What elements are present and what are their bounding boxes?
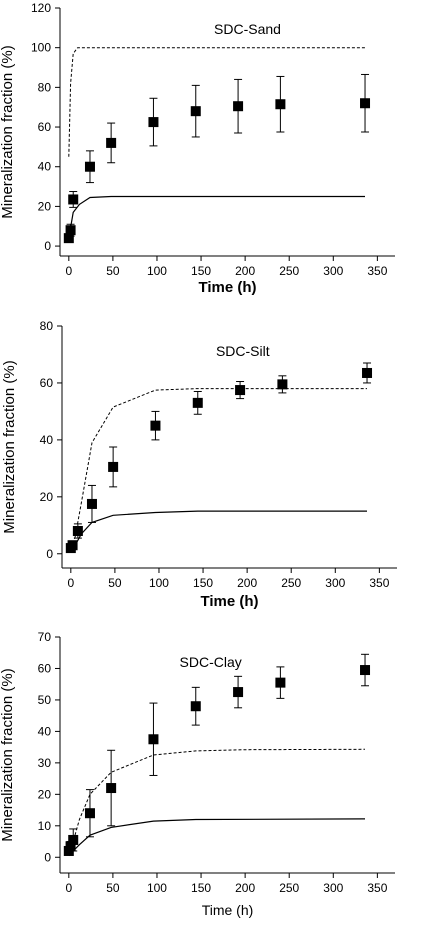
x-tick-label: 250 xyxy=(279,881,299,895)
x-tick-label: 350 xyxy=(367,264,387,278)
y-tick-label: 40 xyxy=(38,160,52,174)
data-point xyxy=(68,834,79,845)
model-curve-dashed xyxy=(68,748,366,855)
data-point xyxy=(148,734,159,745)
x-tick-label: 0 xyxy=(67,576,74,590)
y-tick-label: 70 xyxy=(38,630,52,644)
y-tick-label: 20 xyxy=(38,787,52,801)
x-tick-label: 250 xyxy=(279,264,299,278)
data-point xyxy=(84,161,95,172)
panel-title: SDC-Silt xyxy=(216,343,270,359)
x-axis-label: Time (h) xyxy=(198,279,256,296)
panel-sdc-sand: 0 50 100 150 200 250 300 350 0 20 40 60 80 100 120 SDC… xyxy=(0,1,395,296)
x-tick-label: 350 xyxy=(369,576,389,590)
y-tick-label: 80 xyxy=(38,80,52,94)
data-point xyxy=(275,677,286,688)
y-tick-label: 120 xyxy=(31,1,51,15)
data-point xyxy=(235,385,246,396)
y-tick-label: 10 xyxy=(38,819,52,833)
panel-title: SDC-Clay xyxy=(180,654,242,670)
y-axis-label: Mineralization fraction (%) xyxy=(0,45,16,218)
y-tick-label: 0 xyxy=(44,239,51,253)
x-tick-label: 100 xyxy=(147,881,167,895)
x-tick-label: 150 xyxy=(193,576,213,590)
data-point xyxy=(65,841,76,852)
panel-title: SDC-Sand xyxy=(214,21,281,37)
x-tick-label: 300 xyxy=(323,881,343,895)
x-tick-label: 0 xyxy=(65,881,72,895)
x-tick-label: 300 xyxy=(325,576,345,590)
y-tick-label: 0 xyxy=(44,850,51,864)
x-axis-label: Time (h) xyxy=(200,593,258,610)
x-tick-label: 300 xyxy=(323,264,343,278)
x-axis-label: Time (h) xyxy=(202,902,254,918)
x-tick-label: 50 xyxy=(108,576,122,590)
y-tick-label: 0 xyxy=(46,547,53,561)
x-tick-label: 250 xyxy=(281,576,301,590)
x-tick-label: 50 xyxy=(106,264,120,278)
y-tick-label: 20 xyxy=(40,490,54,504)
model-curve-solid xyxy=(68,818,366,857)
y-tick-label: 50 xyxy=(38,693,52,707)
x-tick-label: 200 xyxy=(237,576,257,590)
x-tick-label: 150 xyxy=(191,881,211,895)
x-tick-label: 0 xyxy=(65,264,72,278)
data-point xyxy=(68,194,79,205)
model-curve-solid xyxy=(70,510,367,552)
data-point xyxy=(192,397,203,408)
data-point xyxy=(360,98,371,109)
data-point xyxy=(360,665,371,676)
data-point xyxy=(275,99,286,110)
data-point xyxy=(233,687,244,698)
x-tick-label: 200 xyxy=(235,264,255,278)
x-tick-label: 50 xyxy=(106,881,120,895)
data-point xyxy=(84,808,95,819)
y-tick-label: 40 xyxy=(38,724,52,738)
data-point xyxy=(72,525,83,536)
plot-layer: 0 50 100 150 200 250 300 350 0 20 40 60 80 xyxy=(40,319,397,590)
data-point xyxy=(362,367,373,378)
x-tick-label: 350 xyxy=(367,881,387,895)
plot-layer: 0 50 100 150 200 250 300 350 0 20 40 60 80 100 120 xyxy=(31,1,395,278)
y-axis-label: Mineralization fraction (%) xyxy=(0,668,16,841)
panel-sdc-clay: 0 50 100 150 200 250 300 350 0 10 20 30 40 50 60 70 SDC… xyxy=(0,630,395,918)
data-point xyxy=(67,540,78,551)
y-tick-label: 60 xyxy=(40,376,54,390)
y-tick-label: 100 xyxy=(31,41,51,55)
model-curve-dashed xyxy=(70,388,367,549)
x-tick-label: 100 xyxy=(149,576,169,590)
plot-layer: 0 50 100 150 200 250 300 350 0 10 20 30 40 50 60 70 xyxy=(38,630,395,895)
data-point xyxy=(277,379,288,390)
data-point xyxy=(106,137,117,148)
x-tick-label: 100 xyxy=(147,264,167,278)
y-tick-label: 30 xyxy=(38,756,52,770)
data-point xyxy=(233,101,244,112)
data-point xyxy=(190,106,201,117)
y-tick-label: 60 xyxy=(38,661,52,675)
y-tick-label: 20 xyxy=(38,199,52,213)
y-axis-label: Mineralization fraction (%) xyxy=(1,360,18,533)
data-point xyxy=(190,701,201,712)
y-tick-label: 60 xyxy=(38,120,52,134)
model-curve-solid xyxy=(68,195,365,239)
x-tick-label: 200 xyxy=(235,881,255,895)
data-point xyxy=(150,420,161,431)
x-tick-label: 150 xyxy=(191,264,211,278)
data-point xyxy=(148,117,159,128)
data-point xyxy=(63,233,74,244)
data-point xyxy=(108,461,119,472)
data-point xyxy=(86,498,97,509)
model-curve-dashed xyxy=(68,47,365,157)
data-point xyxy=(106,783,117,794)
y-tick-label: 80 xyxy=(40,319,54,333)
y-tick-label: 40 xyxy=(40,433,54,447)
